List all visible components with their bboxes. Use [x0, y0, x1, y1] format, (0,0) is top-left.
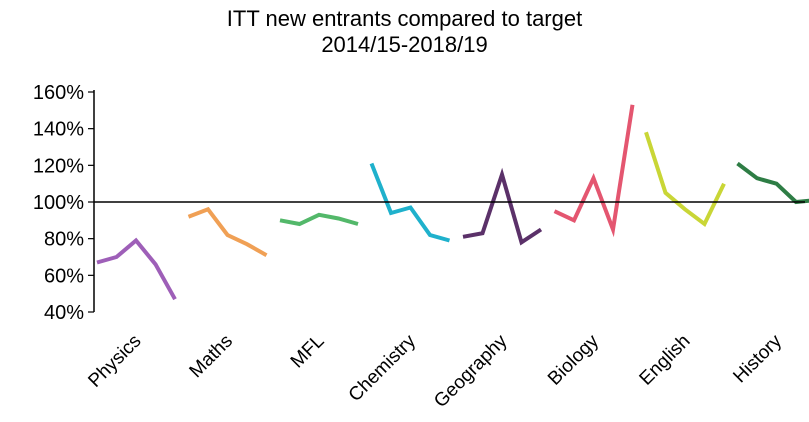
x-tick-label-maths: Maths	[186, 331, 237, 382]
x-tick-label-physics: Physics	[84, 331, 145, 392]
chart-title-line: ITT new entrants compared to target	[226, 6, 583, 31]
x-tick-label-history: History	[729, 330, 786, 387]
y-tick-label: 60%	[44, 265, 84, 287]
y-tick-label: 160%	[33, 82, 84, 104]
series-line-geography	[462, 167, 543, 246]
chart-subtitle: 2014/15-2018/19	[321, 32, 488, 57]
series-line-maths	[187, 206, 268, 257]
x-tick-label-biology: Biology	[544, 330, 603, 389]
x-tick-label-geography: Geography	[430, 330, 512, 412]
series-line-history	[736, 161, 809, 205]
y-tick-label: 120%	[33, 155, 84, 177]
y-tick-label: 40%	[44, 302, 84, 324]
y-tick-label: 100%	[33, 192, 84, 214]
series-line-mfl	[279, 212, 359, 227]
chart-title: ITT new entrants compared to target 2014…	[0, 6, 809, 58]
y-axis: 40% 60% 80% 100% 120% 140% 160%	[33, 82, 95, 324]
y-tick-label: 80%	[44, 229, 84, 251]
y-tick-label: 140%	[33, 119, 84, 141]
series-line-chemistry	[369, 162, 451, 243]
x-tick-label-mfl: MFL	[287, 331, 329, 373]
series-line-physics	[96, 237, 177, 301]
series-line-biology	[553, 104, 635, 238]
x-axis-labels: Physics Maths MFL Chemistry Geography Biology…	[84, 330, 786, 412]
series-line-english	[644, 131, 726, 228]
x-tick-label-english: English	[636, 331, 695, 390]
x-tick-label-chemistry: Chemistry	[345, 330, 421, 406]
